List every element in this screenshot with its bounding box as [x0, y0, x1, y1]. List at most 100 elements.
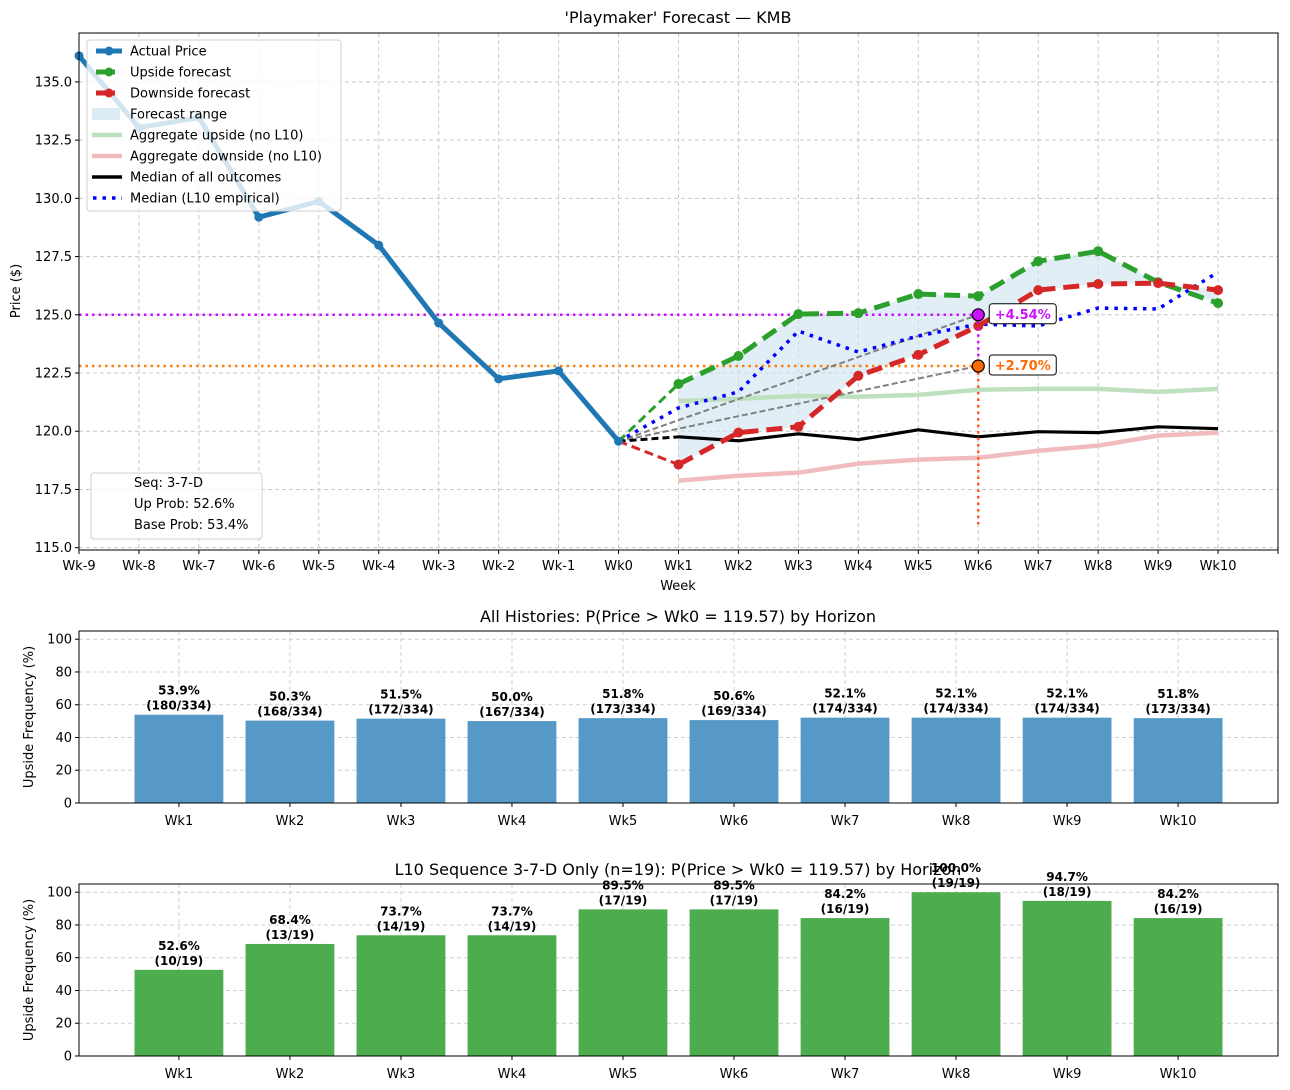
bar-pct-label: 51.8%: [1157, 687, 1199, 701]
bar-count-label: (167/334): [479, 705, 544, 719]
y-tick-label: 40: [55, 984, 72, 999]
bar-chart-y-label: Upside Frequency (%): [22, 899, 37, 1041]
bar-count-label: (174/334): [923, 702, 988, 716]
x-tick-label: Wk7: [831, 814, 860, 829]
actual-price-point: [614, 436, 624, 446]
info-box-frame: [90, 472, 263, 540]
y-tick-label: 135.0: [35, 75, 72, 90]
y-tick-label: 0: [64, 797, 72, 812]
bar-chart-frame: [78, 883, 1279, 1057]
downside-point: [733, 427, 744, 438]
bar-wk5: [578, 718, 668, 803]
downside-point: [673, 459, 684, 470]
upside-target-label-marker: [971, 308, 985, 322]
bar-wk7: [800, 918, 890, 1056]
base-target-label-box: [988, 354, 1057, 376]
x-tick-label: Wk6: [720, 1067, 749, 1082]
downside-point: [973, 320, 984, 331]
bar-count-label: (180/334): [146, 699, 211, 713]
bar-wk9: [1022, 900, 1112, 1056]
line-chart-legend: Actual Price Upside forecast Downside fore…: [86, 39, 342, 212]
upside-point: [1093, 246, 1104, 257]
upside-point: [793, 309, 804, 320]
bar-wk8: [911, 717, 1001, 803]
bar-count-label: (14/19): [377, 919, 426, 933]
x-tick-label: Wk9: [1053, 814, 1082, 829]
upside-point: [733, 351, 744, 362]
downside-forecast-line: [677, 280, 1219, 467]
x-tick-label: Wk10: [1200, 559, 1237, 574]
x-tick-label: Wk-3: [422, 559, 455, 574]
upside-target-label-box: [988, 303, 1057, 325]
upside-point: [673, 378, 684, 389]
bar-pct-label: 89.5%: [602, 878, 644, 892]
x-tick-label: Wk1: [664, 559, 693, 574]
x-tick-label: Wk-4: [362, 559, 395, 574]
x-tick-label: Wk2: [276, 1067, 305, 1082]
bar-pct-label: 51.8%: [602, 687, 644, 701]
bar-wk2: [245, 720, 335, 803]
x-tick-label: Wk3: [387, 1067, 416, 1082]
x-tick-label: Wk10: [1160, 1067, 1197, 1082]
bar-wk3: [356, 935, 446, 1056]
bar-pct-label: 73.7%: [380, 904, 422, 918]
y-tick-label: 127.5: [35, 250, 72, 265]
upside-point: [853, 308, 864, 319]
legend-label: Aggregate downside (no L10): [130, 150, 322, 165]
x-tick-label: Wk-6: [242, 559, 275, 574]
x-tick-label: Wk-1: [542, 559, 575, 574]
info-box-line: Seq: 3-7-D: [134, 476, 203, 491]
x-tick-label: Wk2: [724, 559, 753, 574]
bar-count-label: (16/19): [821, 902, 870, 916]
downside-point: [913, 349, 924, 360]
bar-count-label: (17/19): [710, 893, 759, 907]
bar-wk4: [467, 935, 557, 1056]
legend-label: Forecast range: [130, 108, 227, 123]
bar-wk4: [467, 721, 557, 803]
info-box-line: Base Prob: 53.4%: [134, 518, 248, 533]
legend-label: Median (L10 empirical): [130, 192, 280, 207]
legend-swatch: [92, 108, 120, 120]
bar-chart-2-title: L10 Sequence 3-7-D Only (n=19): P(Price …: [395, 860, 962, 879]
bar-count-label: (14/19): [488, 919, 537, 933]
bar-pct-label: 50.6%: [713, 689, 755, 703]
bar-wk2: [245, 943, 335, 1056]
bar-pct-label: 84.2%: [1157, 887, 1199, 901]
x-tick-label: Wk-8: [122, 559, 155, 574]
x-tick-label: Wk0: [604, 559, 633, 574]
actual-price-point: [554, 366, 564, 376]
base-target-label-marker: [971, 359, 985, 373]
x-tick-label: Wk4: [498, 814, 527, 829]
bar-chart-frame: [78, 630, 1279, 804]
legend-label: Median of all outcomes: [130, 171, 281, 186]
y-tick-label: 60: [55, 698, 72, 713]
x-tick-label: Wk3: [784, 559, 813, 574]
x-tick-label: Wk9: [1144, 559, 1173, 574]
bar-wk7: [800, 717, 890, 803]
y-tick-label: 115.0: [35, 541, 72, 556]
legend-label: Downside forecast: [130, 87, 250, 102]
upside-forecast-line: [677, 248, 1219, 387]
line-chart-x-label: Week: [660, 579, 696, 594]
bar-pct-label: 52.1%: [935, 687, 977, 701]
x-tick-label: Wk-9: [62, 559, 95, 574]
y-tick-label: 0: [64, 1050, 72, 1065]
bar-count-label: (16/19): [1154, 902, 1203, 916]
y-tick-label: 80: [55, 918, 72, 933]
y-tick-label: 20: [55, 764, 72, 779]
bar-pct-label: 53.9%: [158, 684, 200, 698]
downside-point: [1033, 285, 1044, 296]
actual-price-point: [254, 212, 264, 222]
legend-marker: [104, 67, 114, 77]
bar-count-label: (173/334): [1145, 702, 1210, 716]
legend-label: Aggregate upside (no L10): [130, 129, 303, 144]
bar-pct-label: 73.7%: [491, 904, 533, 918]
bar-wk8: [911, 892, 1001, 1056]
downside-point: [1093, 279, 1104, 290]
y-tick-label: 20: [55, 1017, 72, 1032]
x-tick-label: Wk6: [964, 559, 993, 574]
bar-wk10: [1133, 918, 1223, 1056]
base-target-label: +2.70%: [995, 359, 1051, 374]
bar-wk5: [578, 909, 668, 1056]
all-histories-bar-chart: All Histories: P(Price > Wk0 = 119.57) b…: [22, 607, 1279, 829]
